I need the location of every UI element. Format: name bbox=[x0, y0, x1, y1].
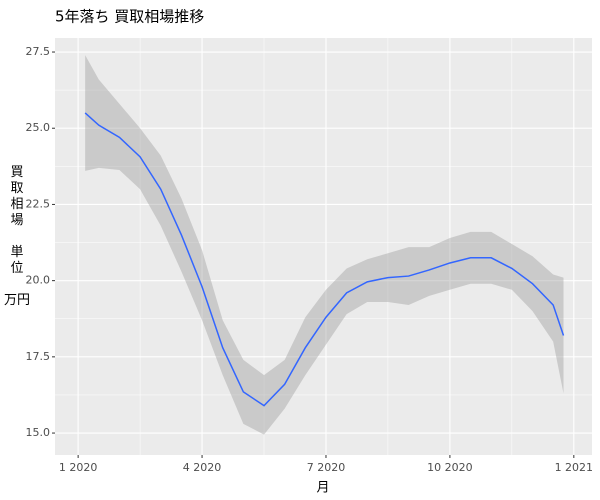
y-tick-label: 25.0 bbox=[26, 121, 51, 134]
confidence-band bbox=[85, 55, 564, 435]
y-tick-label: 27.5 bbox=[26, 45, 51, 58]
x-tick-label: 1 2020 bbox=[59, 461, 98, 474]
x-axis-label: 月 bbox=[316, 481, 329, 496]
x-tick-label: 1 2021 bbox=[555, 461, 594, 474]
y-tick-label: 17.5 bbox=[26, 350, 51, 363]
y-tick-label: 20.0 bbox=[26, 274, 51, 287]
x-tick-label: 4 2020 bbox=[183, 461, 222, 474]
y-tick-label: 15.0 bbox=[26, 426, 51, 439]
y-axis-label: 買 取 相 場 単 位 万円 bbox=[4, 165, 31, 308]
x-tick-label: 10 2020 bbox=[427, 461, 473, 474]
chart-title: 5年落ち 買取相場推移 bbox=[55, 8, 204, 26]
line bbox=[84, 112, 565, 407]
panel bbox=[55, 38, 592, 455]
x-tick-label: 7 2020 bbox=[307, 461, 346, 474]
y-tick-label: 22.5 bbox=[26, 197, 51, 210]
